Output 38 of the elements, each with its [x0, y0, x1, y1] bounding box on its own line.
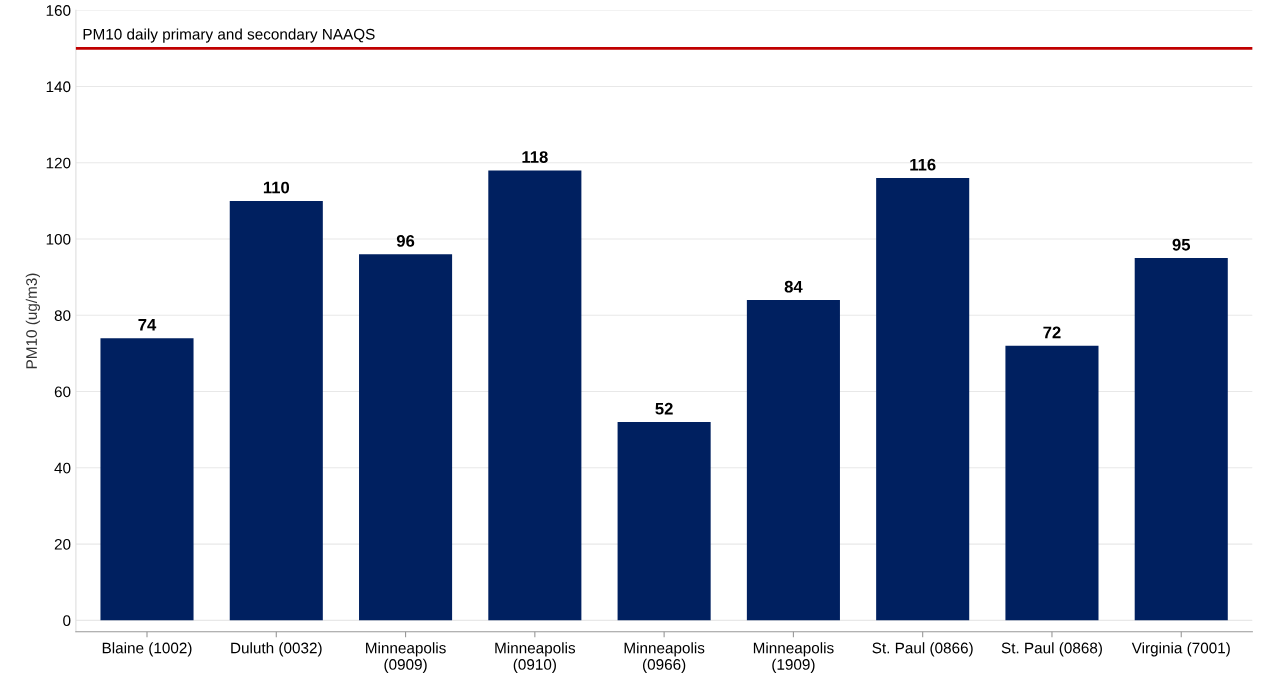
x-tick-label: Duluth (0032): [231, 642, 322, 657]
y-axis-title: PM10 (ug/m3): [25, 273, 40, 369]
bar: [359, 254, 453, 621]
y-tick-label: 40: [54, 462, 71, 474]
data-label: 96: [396, 235, 415, 247]
bar: [1005, 345, 1099, 621]
data-label: 95: [1172, 238, 1191, 251]
x-tick-label: St. Paul (0868): [1001, 642, 1102, 657]
y-tick-label: 160: [46, 5, 71, 16]
x-tick-label: Minneapolis (0966): [624, 642, 705, 673]
x-tick-label: Minneapolis (1909): [753, 642, 834, 673]
data-label: 74: [138, 319, 157, 331]
y-tick-label: 120: [46, 157, 71, 169]
y-tick-label: 80: [54, 310, 71, 321]
data-label: 52: [655, 402, 673, 415]
y-tick-label: 60: [54, 386, 71, 398]
x-tick-label: Blaine (1002): [102, 642, 192, 657]
data-label: 118: [522, 151, 548, 163]
bar: [100, 338, 194, 621]
data-label: 84: [784, 280, 803, 293]
x-tick-label: Minneapolis (0909): [366, 642, 446, 673]
data-label: 72: [1043, 326, 1061, 339]
data-label: 110: [263, 181, 290, 194]
y-tick-label: 20: [54, 538, 71, 550]
y-tick-label: 100: [46, 233, 71, 245]
x-tick-label: St. Paul (0866): [872, 642, 973, 657]
bar: [488, 170, 582, 621]
y-tick-label: 140: [46, 81, 71, 93]
y-tick-label: 0: [63, 615, 71, 627]
data-label: 116: [910, 158, 936, 171]
bar: [746, 300, 840, 621]
x-tick-label: Minneapolis (0910): [495, 642, 576, 673]
bar: [1134, 258, 1228, 621]
x-tick-label: Virginia (7001): [1131, 642, 1230, 657]
bar: [876, 178, 970, 621]
ref-line-label: PM10 daily primary and secondary NAAQS: [83, 28, 375, 43]
bar: [617, 422, 711, 621]
bar: [229, 200, 323, 621]
